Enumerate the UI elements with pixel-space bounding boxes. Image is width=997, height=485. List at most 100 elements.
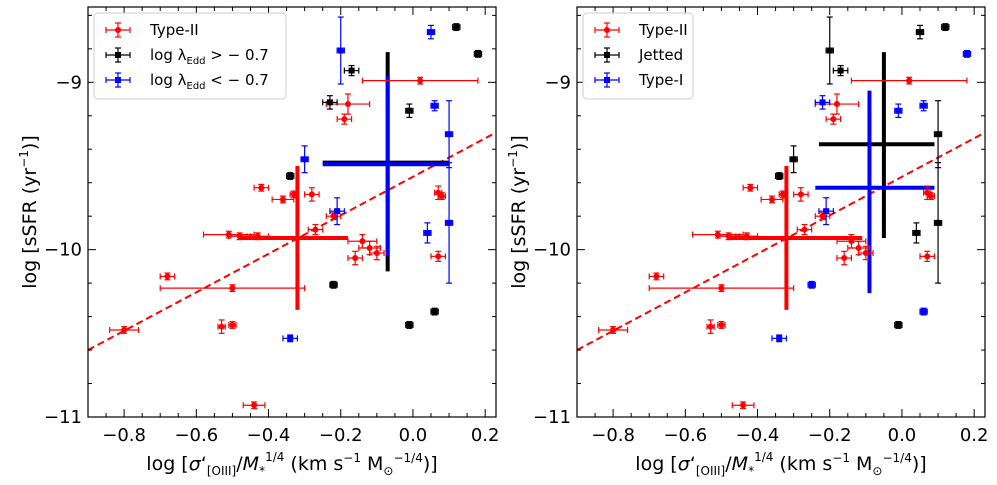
marker-square bbox=[424, 229, 431, 236]
marker-circle bbox=[218, 323, 225, 330]
y-axis: −11 −10 −9 bbox=[533, 14, 985, 428]
data-point bbox=[832, 64, 849, 77]
data-point bbox=[926, 192, 936, 201]
marker-square bbox=[287, 335, 294, 342]
data-point bbox=[329, 197, 345, 226]
marker-circle bbox=[254, 233, 261, 240]
marker-square bbox=[431, 308, 438, 315]
y-tick-label: −11 bbox=[533, 407, 571, 428]
data-point bbox=[253, 183, 270, 192]
dashed-fit-line bbox=[577, 131, 985, 351]
y-axis-label: log [sSFR (yr−1)] bbox=[506, 135, 530, 289]
x-tick-label: 0.0 bbox=[399, 425, 428, 446]
marker-square bbox=[826, 47, 833, 54]
data-point bbox=[430, 307, 439, 316]
marker-circle bbox=[830, 116, 837, 123]
data-point bbox=[919, 100, 928, 112]
legend-label: log λEdd > − 0.7 bbox=[150, 46, 269, 67]
marker-square bbox=[942, 24, 949, 31]
marker-circle bbox=[236, 233, 243, 240]
data-point bbox=[343, 64, 360, 77]
data-point bbox=[217, 319, 226, 334]
data-point bbox=[423, 222, 432, 244]
data-point bbox=[361, 76, 479, 85]
data-point bbox=[246, 232, 270, 241]
data-point bbox=[329, 280, 338, 289]
data-point bbox=[735, 232, 759, 241]
data-point bbox=[941, 23, 950, 32]
marker-circle bbox=[718, 321, 725, 328]
marker-circle bbox=[438, 193, 445, 200]
data-point bbox=[933, 162, 943, 284]
marker-circle bbox=[229, 321, 236, 328]
x-axis-label: log [σ‘[OIII]/M*1/4 (km s−1 M⊙−1/4)] bbox=[146, 450, 437, 478]
series-jetted bbox=[774, 16, 950, 329]
y-tick-label: −9 bbox=[55, 72, 82, 93]
x-tick-label: 0.2 bbox=[960, 425, 989, 446]
x-tick-label: −0.6 bbox=[663, 425, 707, 446]
marker-circle bbox=[725, 233, 732, 240]
marker-square bbox=[920, 102, 927, 109]
marker-square bbox=[895, 107, 902, 114]
marker-square bbox=[406, 107, 413, 114]
x-tick-label: −0.8 bbox=[591, 425, 635, 446]
marker-square bbox=[913, 229, 920, 236]
marker-square bbox=[823, 208, 830, 215]
x-tick-label: −0.6 bbox=[174, 425, 218, 446]
data-point bbox=[962, 49, 972, 58]
legend-item: Type-I bbox=[594, 71, 683, 89]
marker-square bbox=[963, 50, 970, 57]
data-point bbox=[285, 172, 295, 180]
x-tick-label: −0.4 bbox=[736, 425, 780, 446]
legend-marker bbox=[115, 27, 121, 33]
marker-circle bbox=[312, 226, 319, 233]
y-tick-label: −9 bbox=[544, 72, 571, 93]
marker-circle bbox=[707, 323, 714, 330]
marker-circle bbox=[290, 191, 297, 198]
data-point bbox=[300, 145, 309, 174]
data-point bbox=[731, 401, 755, 410]
marker-circle bbox=[653, 273, 660, 280]
data-point bbox=[159, 272, 176, 281]
marker-circle bbox=[435, 253, 442, 260]
data-point bbox=[437, 192, 447, 201]
legend-box bbox=[582, 12, 694, 100]
marker-circle bbox=[279, 196, 286, 203]
mean-cross-type-i-mean bbox=[815, 90, 935, 294]
marker-circle bbox=[229, 285, 236, 292]
data-point bbox=[307, 223, 324, 236]
data-point bbox=[825, 16, 834, 85]
y-tick-label: −11 bbox=[44, 407, 82, 428]
axes-frame bbox=[87, 6, 497, 418]
marker-circle bbox=[747, 184, 754, 191]
data-point bbox=[648, 272, 665, 281]
marker-circle bbox=[924, 253, 931, 260]
data-point bbox=[648, 284, 795, 293]
data-point bbox=[289, 190, 299, 199]
marker-circle bbox=[841, 255, 848, 262]
data-point bbox=[452, 23, 461, 32]
marker-circle bbox=[366, 244, 373, 251]
chart-panel-left: −0.8 −0.6 −0.4 −0.2 0.0 0.2 −11 −10 −9 log [σ‘[OI… bbox=[17, 6, 499, 478]
legend: Type-II log λEdd > − 0.7 log λEdd < − 0.7 bbox=[93, 12, 287, 100]
legend-item: log λEdd < − 0.7 bbox=[105, 71, 269, 92]
marker-circle bbox=[164, 273, 171, 280]
marker-square bbox=[326, 99, 333, 106]
marker-circle bbox=[801, 226, 808, 233]
marker-circle bbox=[417, 77, 424, 84]
x-axis-label: log [σ‘[OIII]/M*1/4 (km s−1 M⊙−1/4)] bbox=[635, 450, 926, 478]
marker-circle bbox=[819, 213, 826, 220]
mean-cross-jetted-mean bbox=[818, 52, 935, 238]
data-point bbox=[336, 16, 345, 85]
legend-box bbox=[93, 12, 287, 100]
marker-circle bbox=[927, 193, 934, 200]
data-point bbox=[836, 250, 853, 266]
data-point bbox=[405, 103, 414, 119]
marker-circle bbox=[833, 101, 840, 108]
marker-square bbox=[776, 173, 783, 180]
x-axis: −0.8 −0.6 −0.4 −0.2 0.0 0.2 bbox=[576, 7, 989, 446]
legend-label: Type-I bbox=[638, 71, 683, 89]
plot-area bbox=[577, 16, 985, 410]
data-point bbox=[444, 100, 454, 169]
legend-label: log λEdd < − 0.7 bbox=[150, 71, 269, 92]
